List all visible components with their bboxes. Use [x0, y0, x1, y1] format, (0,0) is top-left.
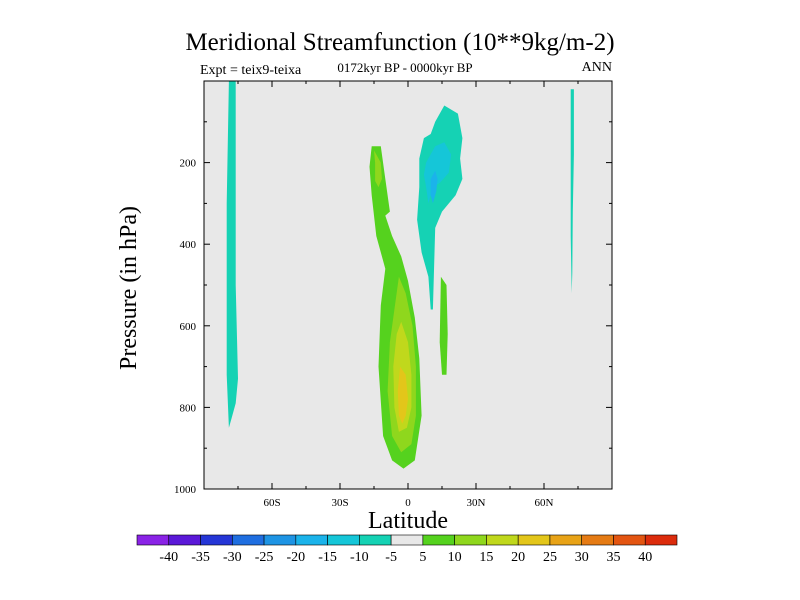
y-tick-label: 1000: [174, 484, 197, 496]
contour-region-green-45N-blob: [507, 272, 515, 330]
colorbar-box: [549, 534, 583, 546]
colorbar-label: -10: [350, 550, 369, 565]
colorbar-label: -15: [318, 550, 337, 565]
contour-region-cyan-upper-north: [417, 105, 463, 310]
contour-region-blue-core-north: [430, 170, 438, 204]
colorbar-label: 15: [479, 550, 493, 565]
x-tick-label: 60S: [263, 497, 280, 509]
y-tick-label: 400: [180, 239, 197, 251]
colorbar-label: -40: [159, 550, 178, 565]
colorbar-box: [517, 534, 551, 546]
colorbar-label: -5: [385, 550, 397, 565]
colorbar-box: [422, 534, 455, 546]
colorbar-label: -25: [255, 550, 274, 565]
chart-title: Meridional Streamfunction (10**9kg/m-2): [185, 29, 615, 56]
colorbar-box: [200, 534, 233, 546]
colorbar-box: [263, 534, 297, 546]
contour-region-yellow-main-lobe: [374, 150, 382, 188]
colorbar-box: [581, 534, 614, 546]
axis-ticks: 60S 30S 0 30N 60N 200 400 600 800 1000: [174, 81, 613, 509]
x-tick-label: 60N: [535, 497, 554, 509]
y-tick-label: 800: [180, 402, 197, 414]
colorbar-box: [327, 534, 360, 546]
x-tick-label: 0: [405, 497, 411, 509]
x-axis-title: Latitude: [368, 508, 448, 534]
contour-region-green-36N-small: [489, 154, 492, 175]
y-tick-label: 600: [180, 321, 197, 333]
colorbar-box: [390, 534, 424, 546]
contour-region-cyan-north-column: [570, 89, 574, 294]
contour-region-cyan-60S-column: [226, 81, 238, 428]
colorbar-box: [644, 534, 678, 546]
x-tick-label: 30N: [467, 497, 486, 509]
contour-region-green-0-upper-strip: [413, 81, 419, 106]
season-label: ANN: [581, 60, 612, 75]
colorbar-box: [136, 534, 170, 546]
colorbar-label: 40: [638, 550, 652, 565]
colorbar-box: [359, 534, 392, 546]
colorbar-box: [295, 534, 328, 546]
colorbar-label: 5: [419, 550, 426, 565]
colorbar-box: [231, 534, 265, 546]
experiment-label: Expt = teix9-teixa: [200, 63, 302, 78]
colorbar: -40 -35 -30 -25 -20 -15 -10 -5 5 10 15 20 25 30 35 40: [136, 534, 678, 565]
colorbar-label: 20: [511, 550, 525, 565]
contour-region-green-62N-column: [544, 81, 555, 469]
colorbar-label: 35: [606, 550, 620, 565]
contour-region-green-51N-column: [521, 81, 529, 445]
contour-regions: [226, 81, 574, 481]
colorbar-label: -20: [286, 550, 305, 565]
contour-region-yellowgreen-18N-column: [439, 276, 448, 375]
colorbar-label: -35: [191, 550, 210, 565]
colorbar-box: [613, 534, 646, 546]
colorbar-box: [168, 534, 201, 546]
chart-subtitle: 0172kyr BP - 0000kyr BP: [337, 60, 473, 75]
colorbar-label: -30: [223, 550, 242, 565]
y-tick-label: 200: [180, 158, 197, 170]
colorbar-box: [454, 534, 487, 546]
x-tick-label: 30S: [331, 497, 348, 509]
plot-frame: [203, 80, 613, 490]
colorbar-label: 30: [575, 550, 589, 565]
colorbar-label: 10: [448, 550, 462, 565]
y-axis-title: Pressure (in hPa): [116, 206, 142, 370]
colorbar-box: [486, 534, 519, 546]
contour-region-orange-core: [397, 366, 408, 424]
colorbar-label: 25: [543, 550, 557, 565]
